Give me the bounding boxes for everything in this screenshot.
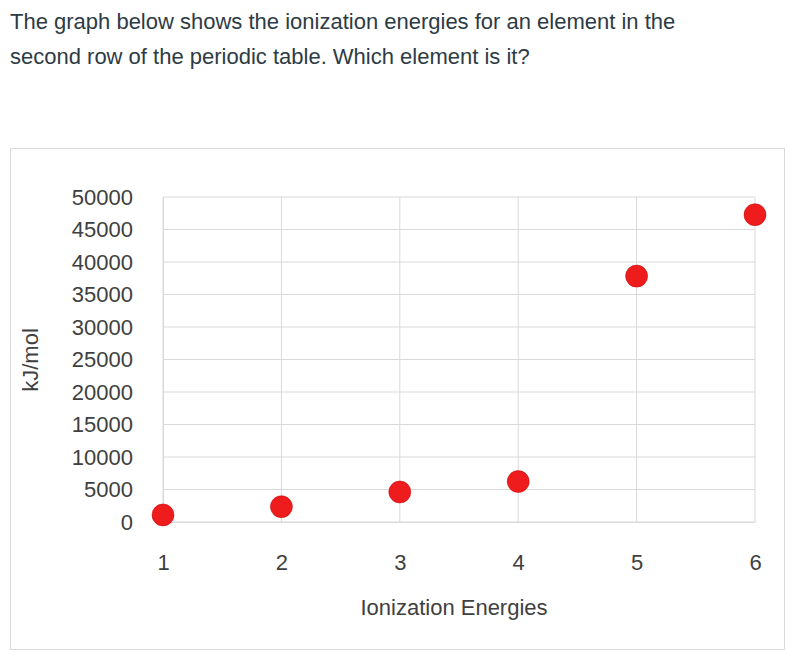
y-grid-line — [163, 392, 755, 393]
y-grid-line — [163, 489, 755, 490]
x-grid-line — [163, 197, 164, 522]
x-tick: 5 — [631, 522, 643, 575]
y-tick-label: 10000 — [72, 445, 133, 470]
x-tick-label: 6 — [749, 550, 761, 575]
x-tick: 6 — [749, 522, 761, 575]
y-grid-line — [163, 424, 755, 425]
x-axis: 1 2 3 4 5 6 — [157, 522, 761, 575]
y-grid-line — [163, 327, 755, 328]
y-tick-label: 0 — [121, 510, 133, 535]
y-tick-label: 50000 — [72, 185, 133, 210]
point — [152, 504, 174, 526]
y-tick-label: 5000 — [84, 477, 133, 502]
y-tick-label: 35000 — [72, 282, 133, 307]
x-tick: 4 — [513, 522, 525, 575]
point — [626, 265, 648, 287]
y-tick: 10000 — [72, 445, 163, 470]
y-tick: 40000 — [72, 250, 163, 275]
x-tick: 3 — [394, 522, 406, 575]
x-tick-label: 3 — [394, 550, 406, 575]
title: The graph below shows the ionization ene… — [10, 4, 745, 74]
y-grid-line — [163, 197, 755, 198]
x-tick: 1 — [157, 522, 169, 575]
y-tick-label: 45000 — [72, 217, 133, 242]
y-tick-label: 25000 — [72, 347, 133, 372]
y-grid-line — [163, 294, 755, 295]
y-tick: 30000 — [72, 315, 163, 340]
point — [507, 471, 529, 493]
y-tick: 15000 — [72, 412, 163, 437]
y-tick: 5000 — [84, 477, 163, 502]
y-tick-label: 40000 — [72, 250, 133, 275]
x-axis-title: Ionization Energies — [360, 595, 547, 620]
x-tick-label: 2 — [276, 550, 288, 575]
y-tick: 45000 — [72, 217, 163, 242]
y-grid-line — [163, 457, 755, 458]
y-axis: 0 5000 10000 15000 20000 25000 30000 35000 40000… — [72, 185, 164, 535]
x-grid-line — [755, 197, 756, 522]
y-tick: 25000 — [72, 347, 163, 372]
x-axis-line — [164, 522, 756, 523]
y-tick: 20000 — [72, 380, 163, 405]
x-grid-line — [399, 197, 400, 522]
y-tick: 35000 — [72, 282, 163, 307]
x-grid-line — [636, 197, 637, 522]
x-tick-label: 1 — [157, 550, 169, 575]
y-tick-label: 20000 — [72, 380, 133, 405]
y-grid-line — [163, 522, 755, 523]
x-grid-line — [281, 197, 282, 522]
y-grid-line — [163, 262, 755, 263]
point — [270, 496, 292, 518]
y-axis-title: kJ/mol — [18, 328, 43, 392]
x-tick-label: 5 — [631, 550, 643, 575]
chart-frame — [11, 149, 785, 650]
grid — [163, 197, 755, 522]
y-tick: 50000 — [72, 185, 163, 210]
point — [744, 204, 766, 226]
y-tick-label: 30000 — [72, 315, 133, 340]
point — [389, 481, 411, 503]
y-axis-line — [163, 198, 164, 523]
y-tick-label: 15000 — [72, 412, 133, 437]
y-grid-line — [163, 229, 755, 230]
y-grid-line — [163, 359, 755, 360]
x-tick: 2 — [276, 522, 288, 575]
points — [152, 204, 766, 526]
x-tick-label: 4 — [513, 550, 525, 575]
